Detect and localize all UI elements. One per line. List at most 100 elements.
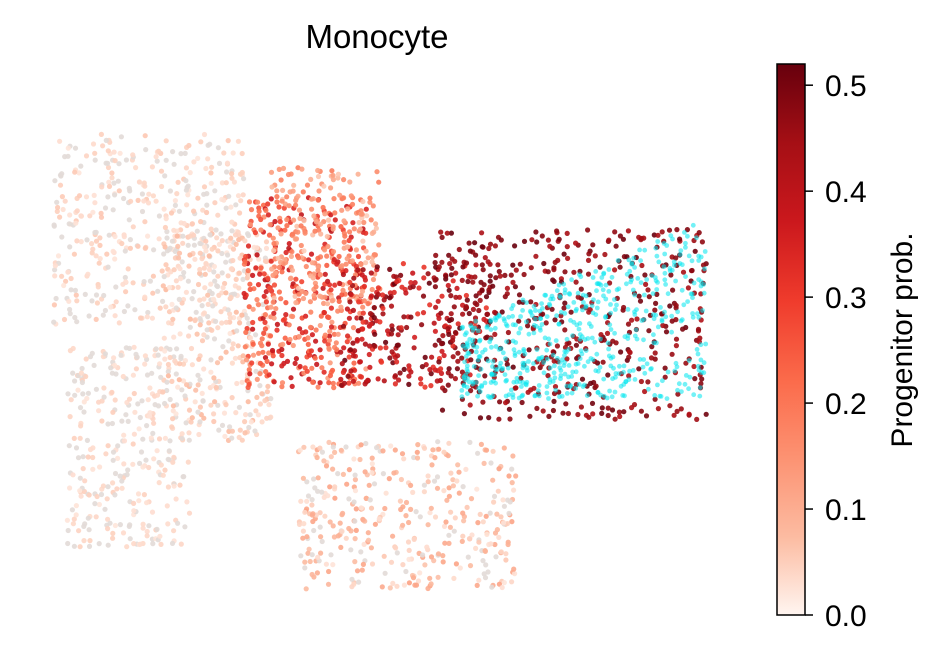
highlighted-cell-point <box>485 393 491 399</box>
cell-point <box>234 380 240 387</box>
cell-point <box>176 208 182 214</box>
cell-point <box>163 216 169 222</box>
cell-point <box>317 524 323 530</box>
cell-point <box>52 263 59 269</box>
cell-point <box>321 458 327 464</box>
cell-point <box>388 303 395 309</box>
cell-point <box>382 570 388 576</box>
highlighted-cell-point <box>524 365 530 371</box>
cell-point <box>480 558 486 564</box>
cell-point <box>262 312 268 318</box>
cell-point <box>175 243 181 249</box>
cell-point <box>152 402 158 408</box>
highlighted-cell-point <box>662 270 668 276</box>
cell-point <box>460 311 466 317</box>
cell-point <box>224 160 231 166</box>
cell-point <box>280 341 286 347</box>
cell-point <box>371 229 377 235</box>
cell-point <box>360 561 366 568</box>
cell-point <box>197 240 203 246</box>
cell-point <box>110 530 116 537</box>
cell-point <box>467 439 473 445</box>
cell-point <box>301 521 307 527</box>
cell-point <box>83 153 90 159</box>
cell-point <box>652 307 658 313</box>
cell-point <box>67 212 73 218</box>
cell-point <box>422 354 428 360</box>
highlighted-cell-point <box>616 286 622 292</box>
cell-point <box>279 384 285 390</box>
highlighted-cell-point <box>510 313 515 319</box>
highlighted-cell-point <box>510 322 516 328</box>
cell-point <box>362 341 368 347</box>
highlighted-cell-point <box>610 376 615 382</box>
cell-point <box>212 200 218 206</box>
cell-point <box>351 499 357 505</box>
cell-point <box>487 273 493 279</box>
cell-point <box>85 454 91 460</box>
cell-point <box>184 382 190 388</box>
cell-point <box>268 258 274 264</box>
cell-point <box>161 335 167 341</box>
cell-point <box>205 301 211 307</box>
highlighted-cell-point <box>686 253 692 259</box>
cell-point <box>246 367 252 373</box>
cell-point <box>197 404 203 410</box>
cell-point <box>209 246 215 252</box>
cell-point <box>198 219 204 225</box>
highlighted-cell-point <box>531 361 536 366</box>
cell-point <box>417 514 423 520</box>
cell-point <box>164 503 170 509</box>
cell-point <box>408 482 414 488</box>
cell-point <box>452 329 459 336</box>
cell-point <box>138 315 144 321</box>
cell-point <box>258 265 264 271</box>
cell-point <box>110 409 116 415</box>
cell-point <box>551 398 557 404</box>
cell-point <box>68 275 74 282</box>
colorbar-gradient <box>776 63 806 616</box>
cell-point <box>394 359 400 365</box>
cell-point <box>318 534 324 540</box>
cell-point <box>127 522 133 528</box>
highlighted-cell-point <box>702 249 708 254</box>
cell-point <box>638 408 645 414</box>
cell-point <box>180 233 186 239</box>
cell-point <box>90 466 96 472</box>
cell-point <box>534 405 540 411</box>
cell-point <box>163 262 169 268</box>
cell-point <box>444 230 450 236</box>
cell-point <box>341 218 347 224</box>
cell-point <box>63 278 69 284</box>
cell-point <box>271 282 278 288</box>
cell-point <box>187 252 193 258</box>
cell-point <box>211 411 217 417</box>
cell-point <box>418 381 424 387</box>
cell-point <box>406 580 412 586</box>
cell-point <box>346 467 352 473</box>
cell-point <box>166 448 172 454</box>
cell-point <box>259 419 265 425</box>
cell-point <box>667 303 673 309</box>
cell-point <box>662 374 668 380</box>
cell-point <box>387 585 393 591</box>
cell-point <box>552 259 558 265</box>
cell-point <box>428 371 434 377</box>
cell-point <box>131 500 137 506</box>
cell-point <box>329 367 336 373</box>
cell-point <box>107 520 113 526</box>
cell-point <box>441 523 448 530</box>
cell-point <box>247 222 253 228</box>
highlighted-cell-point <box>503 356 508 361</box>
cell-point <box>642 388 648 395</box>
cell-point <box>255 412 261 418</box>
cell-point <box>398 325 404 331</box>
cell-point <box>85 515 91 521</box>
cell-point <box>461 411 467 417</box>
cell-point <box>289 249 295 255</box>
highlighted-cell-point <box>627 368 632 374</box>
cell-point <box>636 366 642 372</box>
cell-point <box>180 361 187 367</box>
cell-point <box>331 196 337 202</box>
